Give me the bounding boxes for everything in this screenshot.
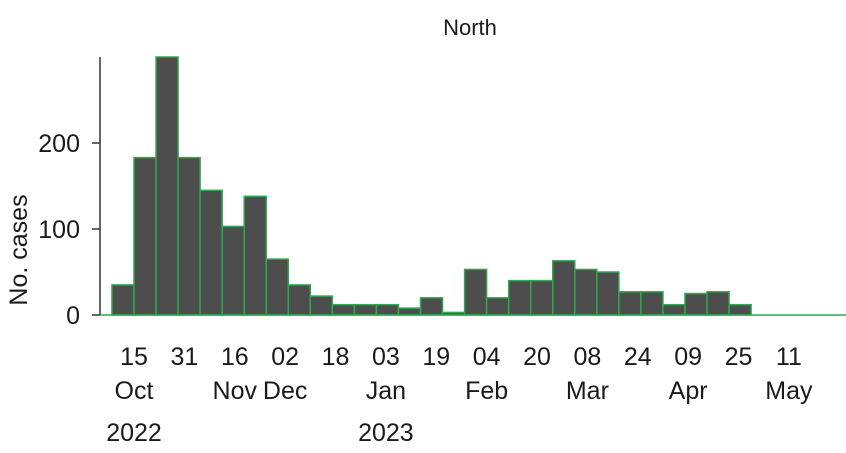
bar bbox=[552, 260, 576, 316]
bar bbox=[728, 303, 752, 316]
bar bbox=[243, 195, 267, 316]
bar bbox=[133, 156, 157, 316]
x-tick-day: 15 bbox=[120, 343, 148, 371]
x-tick-month: Mar bbox=[566, 377, 609, 405]
x-tick-month: May bbox=[765, 377, 813, 405]
x-tick-month: Feb bbox=[465, 377, 508, 405]
x-tick-day: 09 bbox=[674, 343, 702, 371]
bars bbox=[111, 56, 752, 316]
y-tick-label: 100 bbox=[38, 216, 80, 244]
bar bbox=[485, 297, 510, 316]
bar bbox=[640, 291, 664, 316]
bar bbox=[375, 303, 400, 316]
x-tick-day: 11 bbox=[776, 343, 802, 371]
bar bbox=[177, 156, 201, 316]
bar bbox=[419, 297, 444, 316]
bar bbox=[397, 307, 422, 316]
bar bbox=[618, 291, 642, 316]
x-tick-month: Apr bbox=[669, 377, 708, 405]
x-tick-day: 03 bbox=[372, 343, 400, 371]
bar bbox=[353, 303, 378, 316]
y-axis-title: No. cases bbox=[5, 194, 33, 305]
bar bbox=[507, 279, 532, 316]
x-axis: 15 Oct 2022 31 16 Nov 02 Dec 18 03 Jan 2023 19 04 Feb 2… bbox=[100, 314, 846, 447]
x-tick-day: 04 bbox=[473, 343, 501, 371]
x-tick-month: Jan bbox=[366, 377, 406, 405]
y-tick-label: 200 bbox=[38, 130, 80, 158]
bar bbox=[574, 268, 598, 316]
bar bbox=[596, 271, 620, 316]
bar bbox=[684, 292, 708, 316]
x-tick-day: 02 bbox=[271, 343, 299, 371]
bar bbox=[662, 303, 686, 316]
bar bbox=[155, 56, 179, 316]
bar bbox=[706, 291, 730, 316]
x-tick-month: Oct bbox=[115, 377, 154, 405]
x-tick-month: Nov bbox=[213, 377, 258, 405]
x-tick-day: 19 bbox=[422, 343, 450, 371]
x-tick-day: 25 bbox=[725, 343, 753, 371]
y-tick-label: 0 bbox=[66, 302, 80, 330]
y-axis: 0 100 200 bbox=[38, 57, 101, 330]
bar bbox=[111, 284, 135, 316]
x-tick-day: 16 bbox=[221, 343, 249, 371]
facet-title: North bbox=[443, 15, 497, 40]
bar bbox=[221, 225, 245, 316]
bar bbox=[309, 295, 334, 316]
bar bbox=[199, 189, 223, 316]
x-tick-day: 18 bbox=[322, 343, 350, 371]
x-tick-year: 2022 bbox=[106, 419, 162, 447]
bar bbox=[287, 284, 312, 316]
x-tick-day: 20 bbox=[523, 343, 551, 371]
x-tick-month: Dec bbox=[263, 377, 307, 405]
x-tick-day: 08 bbox=[573, 343, 601, 371]
bar bbox=[529, 279, 554, 316]
x-tick-day: 24 bbox=[624, 343, 652, 371]
x-tick-day: 31 bbox=[170, 343, 198, 371]
x-tick-year: 2023 bbox=[358, 419, 414, 447]
bar bbox=[463, 268, 488, 316]
bar bbox=[265, 258, 290, 316]
bar bbox=[331, 303, 356, 316]
